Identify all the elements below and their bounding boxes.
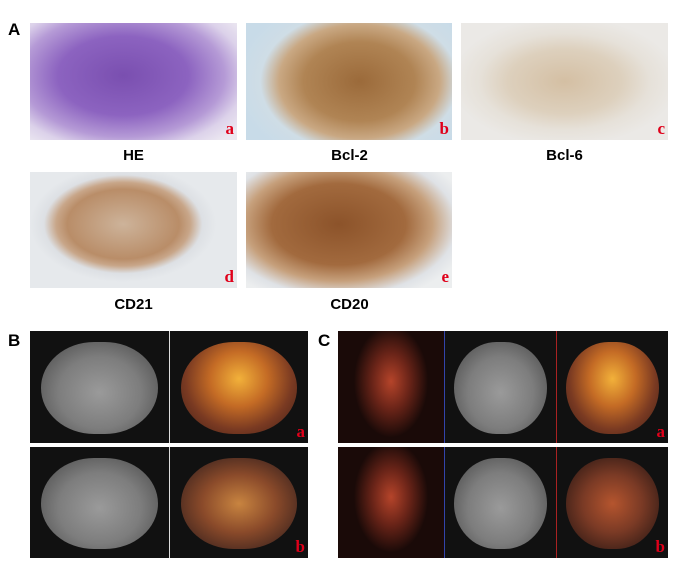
pet-ct-image [557, 447, 668, 558]
panel-b-label: B [8, 331, 21, 350]
bcl2-stain-image: b [246, 23, 452, 140]
image-tag: e [441, 267, 449, 286]
bcl6-stain-image: c [461, 23, 668, 140]
image-tag: b [655, 537, 665, 556]
pet-ct-image [170, 331, 308, 443]
cd20-stain-image: e [246, 172, 452, 288]
coronal-pet-image [338, 331, 444, 443]
image-tag: c [657, 119, 665, 138]
image-tag: a [225, 119, 235, 138]
panel-a-label: A [8, 20, 21, 39]
ct-petct-row-a: a [30, 331, 308, 443]
caption-cd20: CD20 [330, 296, 369, 313]
caption-he: HE [123, 147, 144, 164]
cd21-stain-image: d [30, 172, 237, 288]
image-tag: a [296, 422, 306, 441]
ct-image [445, 331, 556, 443]
ct-image [445, 447, 556, 558]
ct-petct-row-b: b [30, 447, 308, 558]
coronal-pet-image [338, 447, 444, 558]
image-tag: b [295, 537, 305, 556]
image-tag: b [439, 119, 449, 138]
caption-bcl2: Bcl-2 [331, 147, 368, 164]
panel-c-label: C [318, 331, 331, 350]
pet-ct-image [557, 331, 668, 443]
he-stain-image: a [30, 23, 237, 140]
petct-views-row-b: b [338, 447, 668, 558]
ct-image [30, 447, 169, 558]
caption-bcl6: Bcl-6 [546, 147, 583, 164]
petct-views-row-a: a [338, 331, 668, 443]
image-tag: a [656, 422, 666, 441]
image-tag: d [224, 267, 234, 286]
caption-cd21: CD21 [114, 296, 153, 313]
ct-image [30, 331, 169, 443]
pet-ct-image [170, 447, 308, 558]
